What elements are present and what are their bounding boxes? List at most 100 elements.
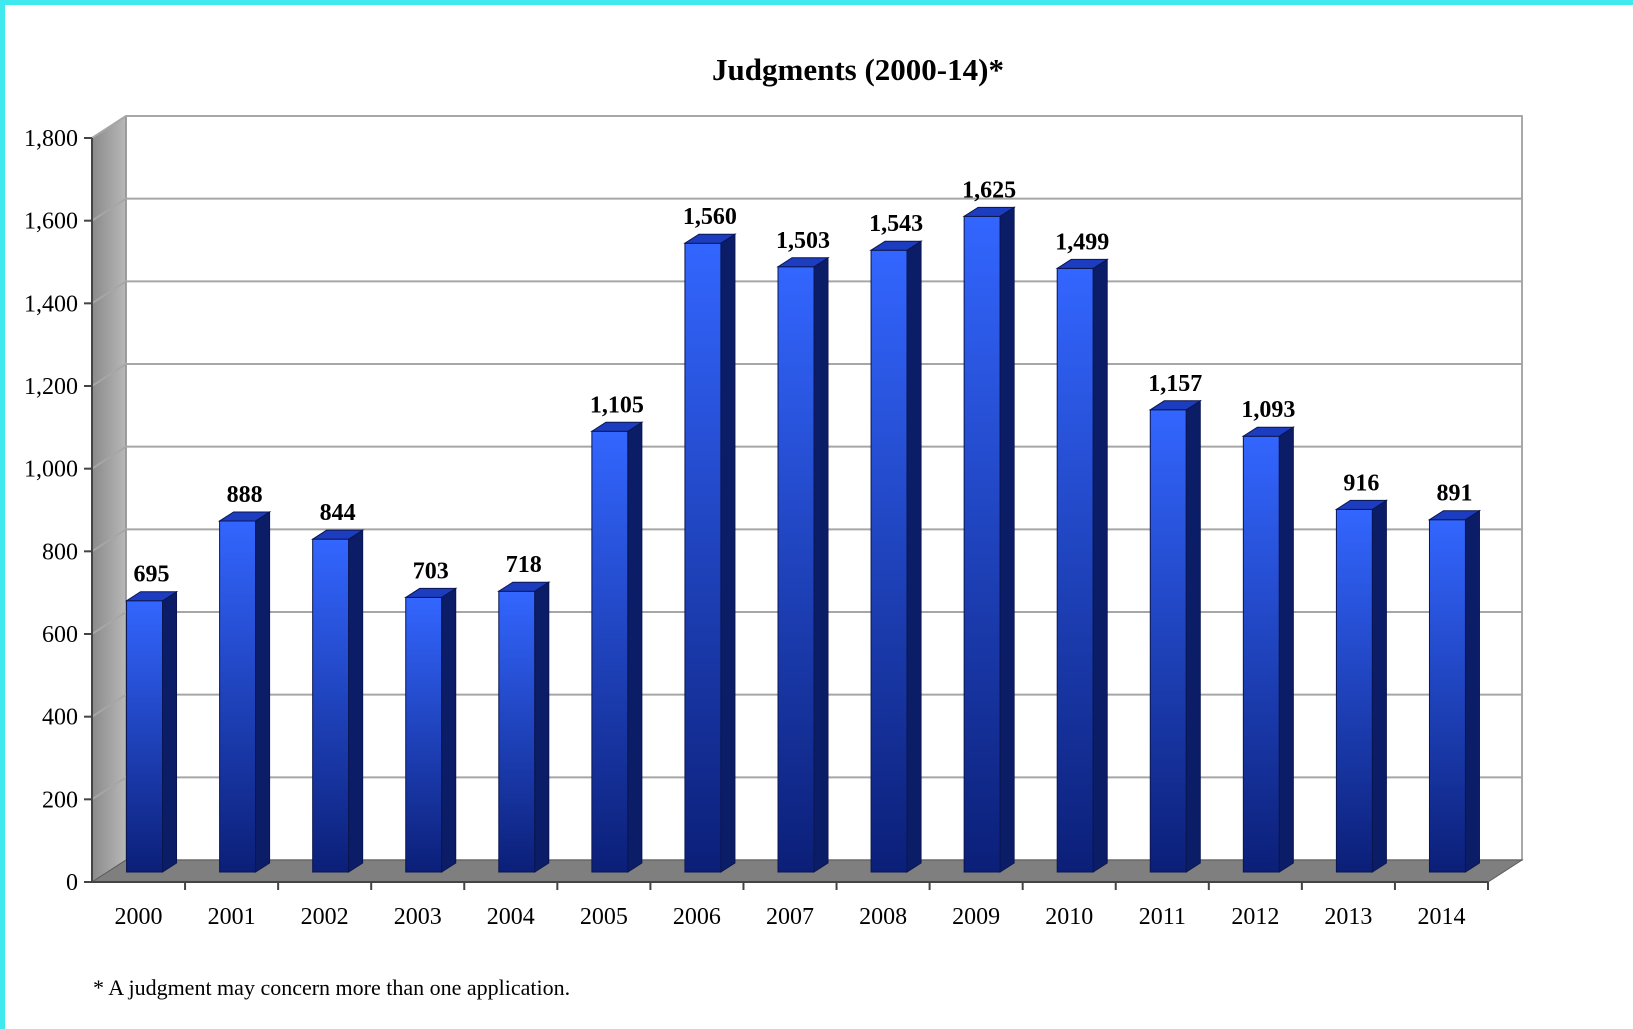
bar <box>1241 426 1296 873</box>
bar-front <box>1056 267 1094 873</box>
bar-top <box>404 587 458 598</box>
data-label: 718 <box>506 552 542 578</box>
bar <box>776 256 830 873</box>
x-tick-label: 2004 <box>487 904 535 930</box>
bar-top <box>1148 400 1202 411</box>
gridline <box>91 115 1522 139</box>
y-tick-label: 200 <box>42 787 78 813</box>
gridline <box>91 528 1522 553</box>
y-tick-label: 0 <box>66 870 78 896</box>
bar-top <box>962 206 1016 217</box>
data-label: 695 <box>134 562 170 588</box>
bar <box>124 590 179 873</box>
bar <box>869 240 923 873</box>
bar <box>1334 499 1389 873</box>
bar-side <box>1278 426 1294 873</box>
y-tick-label: 1,400 <box>24 291 78 317</box>
y-tick-label: 800 <box>42 539 78 565</box>
y-tick-label: 1,600 <box>24 209 78 235</box>
x-tick-label: 2013 <box>1324 904 1372 930</box>
chart-title: Judgments (2000-14)* <box>712 52 1004 87</box>
x-tick-label: 2005 <box>580 904 628 930</box>
x-tick-label: 2002 <box>301 904 349 930</box>
bar-front <box>219 520 257 873</box>
y-tick-label: 400 <box>42 705 78 731</box>
bar-side <box>1185 399 1201 873</box>
bar-front <box>1149 409 1187 873</box>
data-label: 891 <box>1436 481 1472 507</box>
bar-front <box>777 266 815 873</box>
bar <box>683 233 737 873</box>
bar-front <box>405 596 443 873</box>
gridline <box>91 693 1522 718</box>
data-label: 1,157 <box>1148 371 1202 397</box>
gridline <box>91 197 1522 222</box>
bar-front <box>498 590 536 873</box>
bar-front <box>312 538 350 873</box>
bar-side <box>1464 509 1480 873</box>
y-tick-label: 1,800 <box>24 126 78 152</box>
x-tick-label: 2009 <box>952 904 1000 930</box>
side-wall <box>91 115 127 883</box>
bar-front <box>591 430 629 873</box>
bar-top <box>124 591 179 602</box>
bar-side <box>534 581 550 873</box>
x-tick-label: 2000 <box>115 904 163 930</box>
gridlines <box>91 115 1522 801</box>
data-label: 1,499 <box>1055 229 1109 255</box>
bar-side <box>162 590 178 873</box>
bar-top <box>310 529 365 540</box>
x-tick-label: 2006 <box>673 904 721 930</box>
x-tick-label: 2001 <box>208 904 256 930</box>
bar-front <box>870 249 908 873</box>
data-label: 844 <box>320 500 356 526</box>
bar <box>1427 509 1482 873</box>
bar-top <box>590 421 644 432</box>
y-tick-label: 600 <box>42 622 78 648</box>
data-label: 916 <box>1343 470 1379 496</box>
bar-side <box>627 421 643 873</box>
x-tick-label: 2014 <box>1417 904 1465 930</box>
y-axis-ticks: 0 200 400 600 800 1,000 1,200 1,400 1,600 1,800 <box>24 126 1488 896</box>
bar-side <box>999 206 1015 873</box>
bar-side <box>813 256 829 873</box>
bar-side <box>1092 258 1108 873</box>
bar <box>310 529 365 873</box>
bar-top <box>1427 510 1482 521</box>
x-tick-label: 2003 <box>394 904 442 930</box>
x-tick-label: 2012 <box>1231 904 1279 930</box>
gridline <box>91 445 1522 470</box>
x-tick-label: 2010 <box>1045 904 1093 930</box>
gridline <box>91 363 1522 387</box>
bar-top <box>869 240 923 251</box>
data-label: 1,503 <box>776 228 830 254</box>
bar-front <box>126 600 164 873</box>
bar-side <box>1371 499 1387 873</box>
footnote: * A judgment may concern more than one a… <box>93 975 570 1000</box>
bar-top <box>217 511 272 522</box>
data-label: 1,625 <box>962 177 1016 203</box>
bar-front <box>1242 435 1280 873</box>
data-label: 888 <box>227 482 263 508</box>
bar <box>962 206 1016 873</box>
x-tick-label: 2008 <box>859 904 907 930</box>
bar-front <box>963 215 1001 873</box>
data-label: 1,093 <box>1241 397 1295 423</box>
bar <box>1148 399 1202 873</box>
gridline <box>91 776 1522 801</box>
bar-front <box>1428 519 1466 873</box>
bar-side <box>441 587 457 873</box>
x-axis-ticks: 2000 2001 2002 2003 2004 2005 2006 2007 2008 2009… <box>115 882 1489 930</box>
data-label: 703 <box>413 558 449 584</box>
bar-top <box>683 233 737 244</box>
bar-top <box>1334 499 1389 510</box>
x-tick-label: 2011 <box>1139 904 1186 930</box>
bar <box>217 511 272 873</box>
y-tick-label: 1,200 <box>24 374 78 400</box>
bar-front <box>684 242 722 873</box>
x-tick-label: 2007 <box>766 904 814 930</box>
bar-top <box>1241 426 1296 437</box>
bar-side <box>255 511 271 873</box>
bar-side <box>720 233 736 873</box>
